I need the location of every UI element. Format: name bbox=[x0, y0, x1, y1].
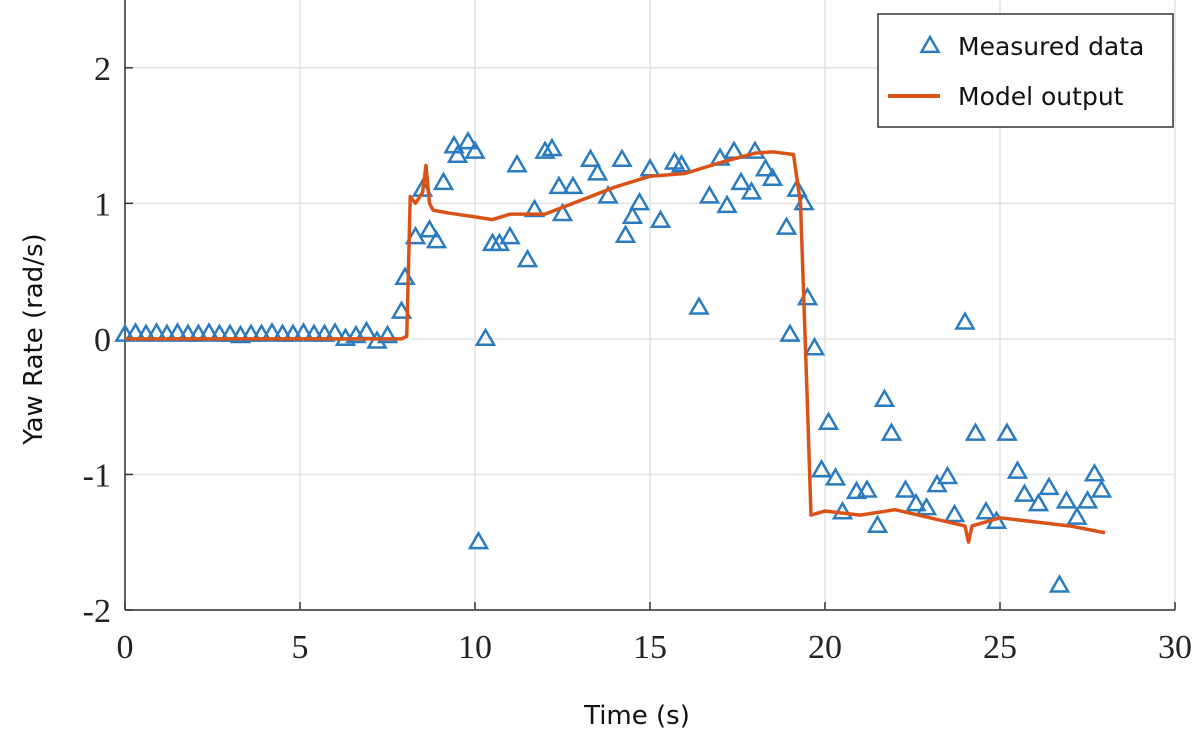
data-point bbox=[1048, 574, 1071, 593]
data-point bbox=[688, 296, 710, 315]
data-point bbox=[964, 422, 987, 441]
data-point bbox=[1006, 460, 1029, 479]
data-point bbox=[240, 323, 262, 342]
data-point bbox=[219, 323, 241, 342]
data-point bbox=[1013, 483, 1036, 502]
data-point bbox=[1038, 476, 1060, 496]
y-tick-label: -1 bbox=[83, 457, 111, 494]
data-point bbox=[936, 465, 959, 485]
data-point bbox=[649, 209, 672, 229]
data-point bbox=[376, 324, 399, 344]
data-point bbox=[611, 148, 633, 168]
data-point bbox=[786, 178, 808, 197]
data-point bbox=[467, 530, 490, 550]
data-point bbox=[548, 175, 570, 195]
data-point bbox=[1027, 492, 1050, 512]
data-point bbox=[894, 479, 917, 498]
data-point bbox=[996, 422, 1018, 441]
data-point bbox=[404, 225, 427, 245]
y-tick-label: 1 bbox=[94, 186, 111, 223]
y-tick-label: 2 bbox=[94, 51, 111, 88]
x-tick-label: 30 bbox=[1158, 629, 1192, 666]
data-point bbox=[628, 191, 651, 211]
data-point bbox=[915, 496, 938, 516]
data-point bbox=[954, 311, 976, 330]
data-point bbox=[880, 422, 903, 441]
x-axis-label: Time (s) bbox=[583, 701, 690, 731]
data-point bbox=[425, 229, 448, 249]
data-point bbox=[446, 144, 469, 163]
data-point bbox=[1076, 490, 1099, 509]
data-point bbox=[562, 175, 584, 195]
legend-box bbox=[877, 13, 1174, 128]
data-point bbox=[943, 503, 966, 523]
y-tick-label: -2 bbox=[83, 593, 111, 630]
x-tick-label: 20 bbox=[808, 629, 842, 666]
legend-label: Model output bbox=[958, 82, 1124, 111]
data-point bbox=[716, 194, 738, 214]
data-point bbox=[744, 140, 766, 159]
data-point bbox=[740, 180, 763, 200]
data-point bbox=[516, 248, 539, 268]
data-point bbox=[418, 218, 441, 238]
y-tick-label: 0 bbox=[94, 322, 111, 359]
x-tick-label: 5 bbox=[292, 629, 309, 666]
data-point bbox=[670, 153, 693, 173]
data-point bbox=[856, 479, 878, 498]
data-point bbox=[761, 167, 784, 187]
data-point bbox=[523, 198, 546, 218]
y-axis-label: Yaw Rate (rad/s) bbox=[19, 233, 49, 445]
data-point bbox=[754, 157, 777, 177]
data-point bbox=[810, 458, 833, 478]
data-point bbox=[541, 137, 563, 157]
data-point bbox=[474, 327, 497, 346]
data-point bbox=[464, 140, 486, 159]
data-point bbox=[432, 171, 455, 191]
data-point bbox=[614, 224, 637, 243]
data-point bbox=[499, 225, 521, 245]
model-line bbox=[125, 150, 1106, 544]
data-point bbox=[775, 216, 798, 235]
data-point bbox=[866, 514, 889, 534]
data-point bbox=[803, 336, 826, 356]
data-point bbox=[457, 130, 479, 150]
data-point bbox=[698, 185, 721, 204]
data-point bbox=[824, 467, 847, 486]
x-tick-label: 15 bbox=[633, 629, 667, 666]
data-point bbox=[730, 171, 752, 191]
data-point bbox=[506, 153, 528, 173]
data-point bbox=[586, 162, 609, 181]
data-point bbox=[271, 323, 294, 342]
x-tick-label: 25 bbox=[983, 629, 1017, 666]
data-point bbox=[551, 202, 574, 222]
data-point bbox=[597, 185, 619, 204]
data-point bbox=[975, 500, 997, 520]
data-point bbox=[873, 388, 896, 407]
data-point bbox=[1090, 479, 1113, 498]
data-point bbox=[1055, 490, 1078, 509]
data-point bbox=[817, 411, 840, 431]
data-point bbox=[208, 323, 231, 342]
x-tick-label: 10 bbox=[458, 629, 492, 666]
data-point bbox=[303, 323, 325, 342]
data-point bbox=[579, 148, 602, 168]
data-point bbox=[1083, 462, 1106, 482]
data-point bbox=[177, 323, 199, 342]
data-point bbox=[534, 140, 556, 159]
x-tick-label: 0 bbox=[117, 629, 134, 666]
legend-label: Measured data bbox=[958, 32, 1144, 61]
data-point bbox=[1066, 506, 1088, 525]
data-point bbox=[621, 205, 644, 224]
data-point bbox=[779, 323, 801, 342]
data-point bbox=[905, 492, 927, 512]
legend-marker bbox=[919, 34, 941, 54]
